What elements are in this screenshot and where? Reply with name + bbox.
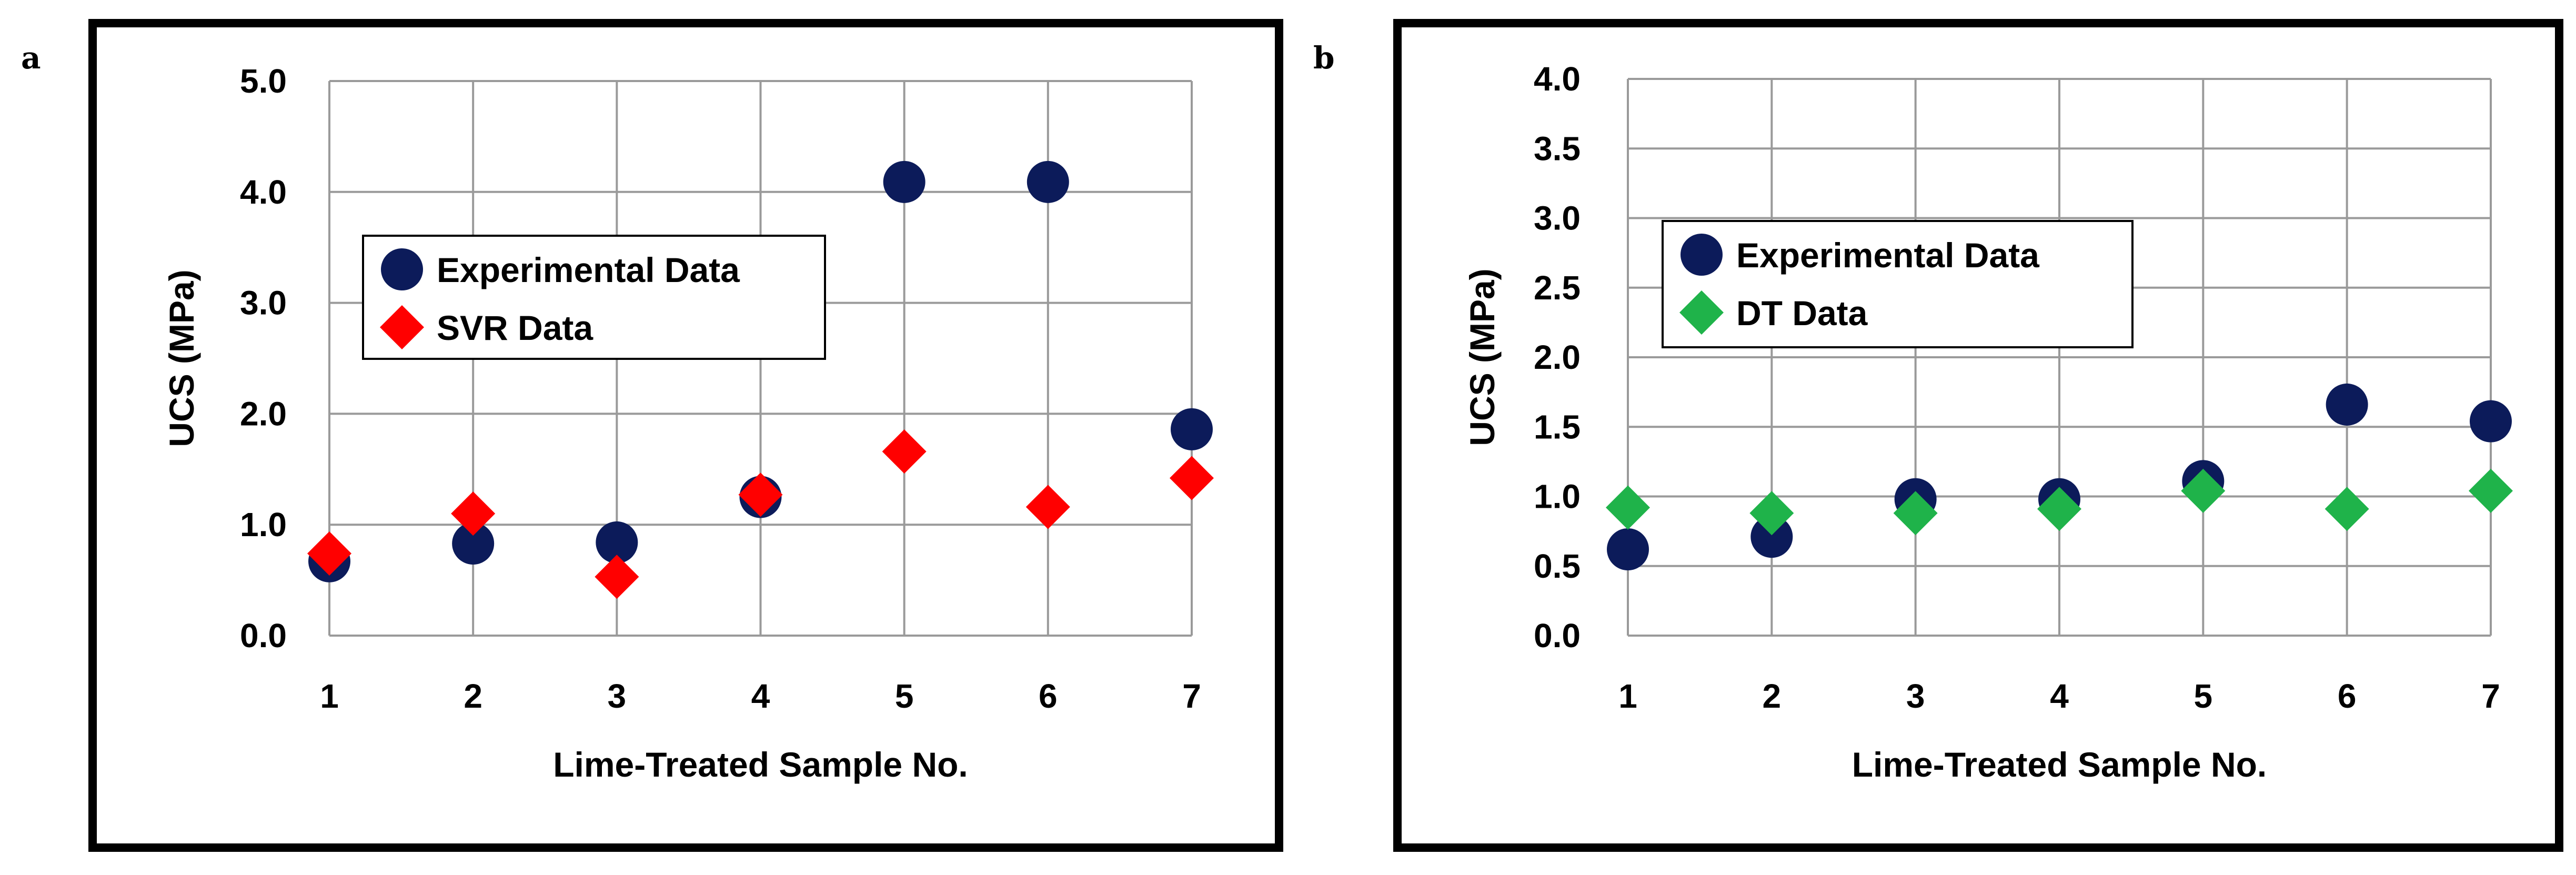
panel-b-x-tick-label: 6 xyxy=(2338,677,2357,715)
panel-b-x-tick-label: 3 xyxy=(1906,677,1925,715)
panel-a-y-tick-label: 5.0 xyxy=(240,62,287,100)
panel-a-y-tick-label: 4.0 xyxy=(240,173,287,211)
panel-b-y-tick-label: 2.0 xyxy=(1534,338,1581,376)
panel-a-y-tick-label: 0.0 xyxy=(240,617,287,655)
panel-a-x-tick-label: 3 xyxy=(608,677,627,715)
panel-b-legend-entry-1: Experimental Data xyxy=(1736,236,2040,275)
panel-a-frame xyxy=(88,19,1283,852)
panel-b-y-tick-label: 2.5 xyxy=(1534,269,1581,307)
panel-b-legend: Experimental Data DT Data xyxy=(1662,220,2134,348)
panel-a-experimental-point xyxy=(1171,408,1213,450)
panel-a-legend-marker-1 xyxy=(381,248,423,290)
panel-b-y-axis-label: UCS (MPa) xyxy=(1463,268,1502,446)
panel-a-y-axis-label: UCS (MPa) xyxy=(162,269,201,447)
panel-b-y-tick-label: 1.5 xyxy=(1534,408,1581,446)
panel-b-y-tick-label: 3.5 xyxy=(1534,129,1581,167)
panel-a-x-tick-label: 4 xyxy=(751,677,770,715)
panel-a-series-2 xyxy=(307,429,1214,599)
panel-b-legend-marker-2 xyxy=(1679,290,1724,335)
panel-b-x-tick-label: 1 xyxy=(1618,677,1637,715)
panel-b-predicted-point xyxy=(1749,491,1794,536)
panel-b-y-tick-label: 0.5 xyxy=(1534,547,1581,585)
panel-b-experimental-point xyxy=(1607,528,1649,571)
panel-b-y-tick-label: 4.0 xyxy=(1534,60,1581,98)
panel-b-y-tick-label: 1.0 xyxy=(1534,478,1581,516)
panel-a-experimental-point xyxy=(883,160,925,203)
panel-b-legend-entry-2: DT Data xyxy=(1736,294,1868,333)
panel-b-x-axis-label: Lime-Treated Sample No. xyxy=(1852,745,2267,784)
panel-a-x-tick-label: 7 xyxy=(1182,677,1201,715)
panel-a-predicted-point xyxy=(595,555,639,599)
panel-b-legend-box xyxy=(1662,220,2134,348)
panel-b-predicted-point xyxy=(2181,468,2226,513)
panel-a-y-tick-label: 2.0 xyxy=(240,395,287,433)
panel-b-experimental-point xyxy=(2470,400,2512,442)
panel-a-x-axis-label: Lime-Treated Sample No. xyxy=(553,745,968,784)
panel-a-plot: 0.0 1.0 2.0 3.0 4.0 5.0 1 2 3 4 5 6 7 Lime-Treated Sa… xyxy=(162,62,1214,784)
panel-a-predicted-point xyxy=(882,429,927,474)
panel-a-predicted-point xyxy=(1170,456,1214,500)
panel-b-predicted-point xyxy=(2325,487,2369,531)
panel-b-legend-marker-1 xyxy=(1681,234,1723,276)
panel-b-plot: 0.0 0.5 1.0 1.5 2.0 2.5 3.0 3.5 4.0 1 2 3 4 5 6 7 Lime-T… xyxy=(1463,60,2513,784)
panel-b-x-tick-label: 2 xyxy=(1763,677,1782,715)
panel-b-x-tick-label: 7 xyxy=(2481,677,2500,715)
panel-a-legend-box xyxy=(362,235,826,360)
panel-a-legend-entry-2: SVR Data xyxy=(437,308,593,347)
panel-a-x-tick-label: 6 xyxy=(1039,677,1058,715)
panel-a-x-tick-label: 1 xyxy=(320,677,339,715)
panel-a-predicted-point xyxy=(307,531,351,576)
panel-b-frame xyxy=(1393,19,2563,852)
panel-a-y-tick-label: 1.0 xyxy=(240,506,287,544)
panel-b-series-2 xyxy=(1606,468,2513,536)
panel-a-legend-marker-2 xyxy=(380,305,424,349)
panel-a-y-tick-label: 3.0 xyxy=(240,284,287,322)
panel-a-experimental-point xyxy=(1027,160,1069,203)
panel-a-legend-entry-1: Experimental Data xyxy=(437,250,740,289)
panel-b-predicted-point xyxy=(2469,468,2513,513)
panel-b-predicted-point xyxy=(1606,485,1650,530)
panel-b-experimental-point xyxy=(1750,516,1793,558)
panel-b-x-tick-label: 4 xyxy=(2050,677,2069,715)
panel-b-experimental-point xyxy=(2326,383,2368,426)
panel-a-predicted-point xyxy=(451,491,496,536)
panel-b-y-tick-label: 3.0 xyxy=(1534,199,1581,237)
panel-a-x-tick-label: 5 xyxy=(895,677,914,715)
panel-b-y-tick-label: 0.0 xyxy=(1534,617,1581,655)
panel-a-predicted-point xyxy=(1025,485,1070,529)
panel-a-predicted-point xyxy=(738,472,783,517)
panel-b-predicted-point xyxy=(1893,491,1938,536)
panel-b-predicted-point xyxy=(2037,487,2081,531)
panel-b-x-tick-label: 5 xyxy=(2194,677,2213,715)
panel-a-legend: Experimental Data SVR Data xyxy=(362,235,826,360)
panel-a-experimental-point xyxy=(596,521,638,564)
panel-a-x-tick-label: 2 xyxy=(464,677,482,715)
panel-a-experimental-point xyxy=(452,522,495,565)
panel-a-label: a xyxy=(21,40,41,76)
panel-b-label: b xyxy=(1313,40,1335,76)
